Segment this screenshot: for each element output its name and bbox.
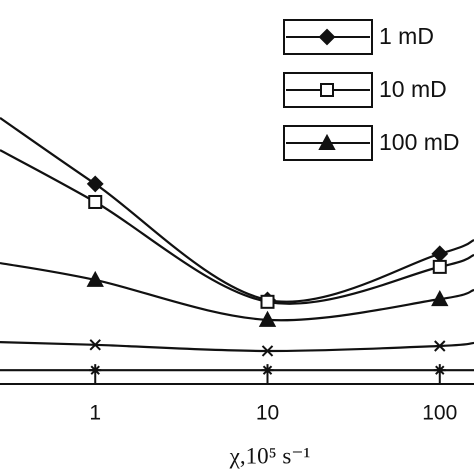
- marker: [258, 310, 277, 327]
- marker: [434, 340, 446, 352]
- x-tick-label: 100: [422, 402, 457, 425]
- marker: [318, 28, 336, 46]
- marker: [261, 364, 274, 377]
- series-line: [0, 341, 474, 353]
- legend-label: 10 mD: [379, 76, 447, 102]
- marker: [89, 339, 101, 351]
- marker: [86, 270, 104, 287]
- x-axis-label: χ,10⁵ s⁻¹: [229, 443, 311, 468]
- legend-item: 10 mD: [283, 72, 447, 108]
- marker: [89, 364, 102, 377]
- marker: [320, 83, 334, 97]
- marker: [86, 175, 104, 193]
- legend-item: 1 mD: [283, 19, 434, 55]
- marker: [431, 245, 449, 263]
- marker: [261, 345, 274, 357]
- marker: [432, 259, 447, 274]
- legend-label: 1 mD: [379, 23, 434, 49]
- marker: [433, 364, 446, 377]
- legend-item: 100 mD: [283, 125, 460, 161]
- marker: [260, 294, 275, 309]
- marker: [88, 194, 103, 209]
- x-tick-label: 1: [89, 402, 101, 425]
- marker: [431, 290, 449, 307]
- series-line: [0, 149, 474, 305]
- legend-label: 100 mD: [379, 129, 460, 155]
- marker: [318, 133, 336, 150]
- x-tick-label: 10: [256, 402, 279, 425]
